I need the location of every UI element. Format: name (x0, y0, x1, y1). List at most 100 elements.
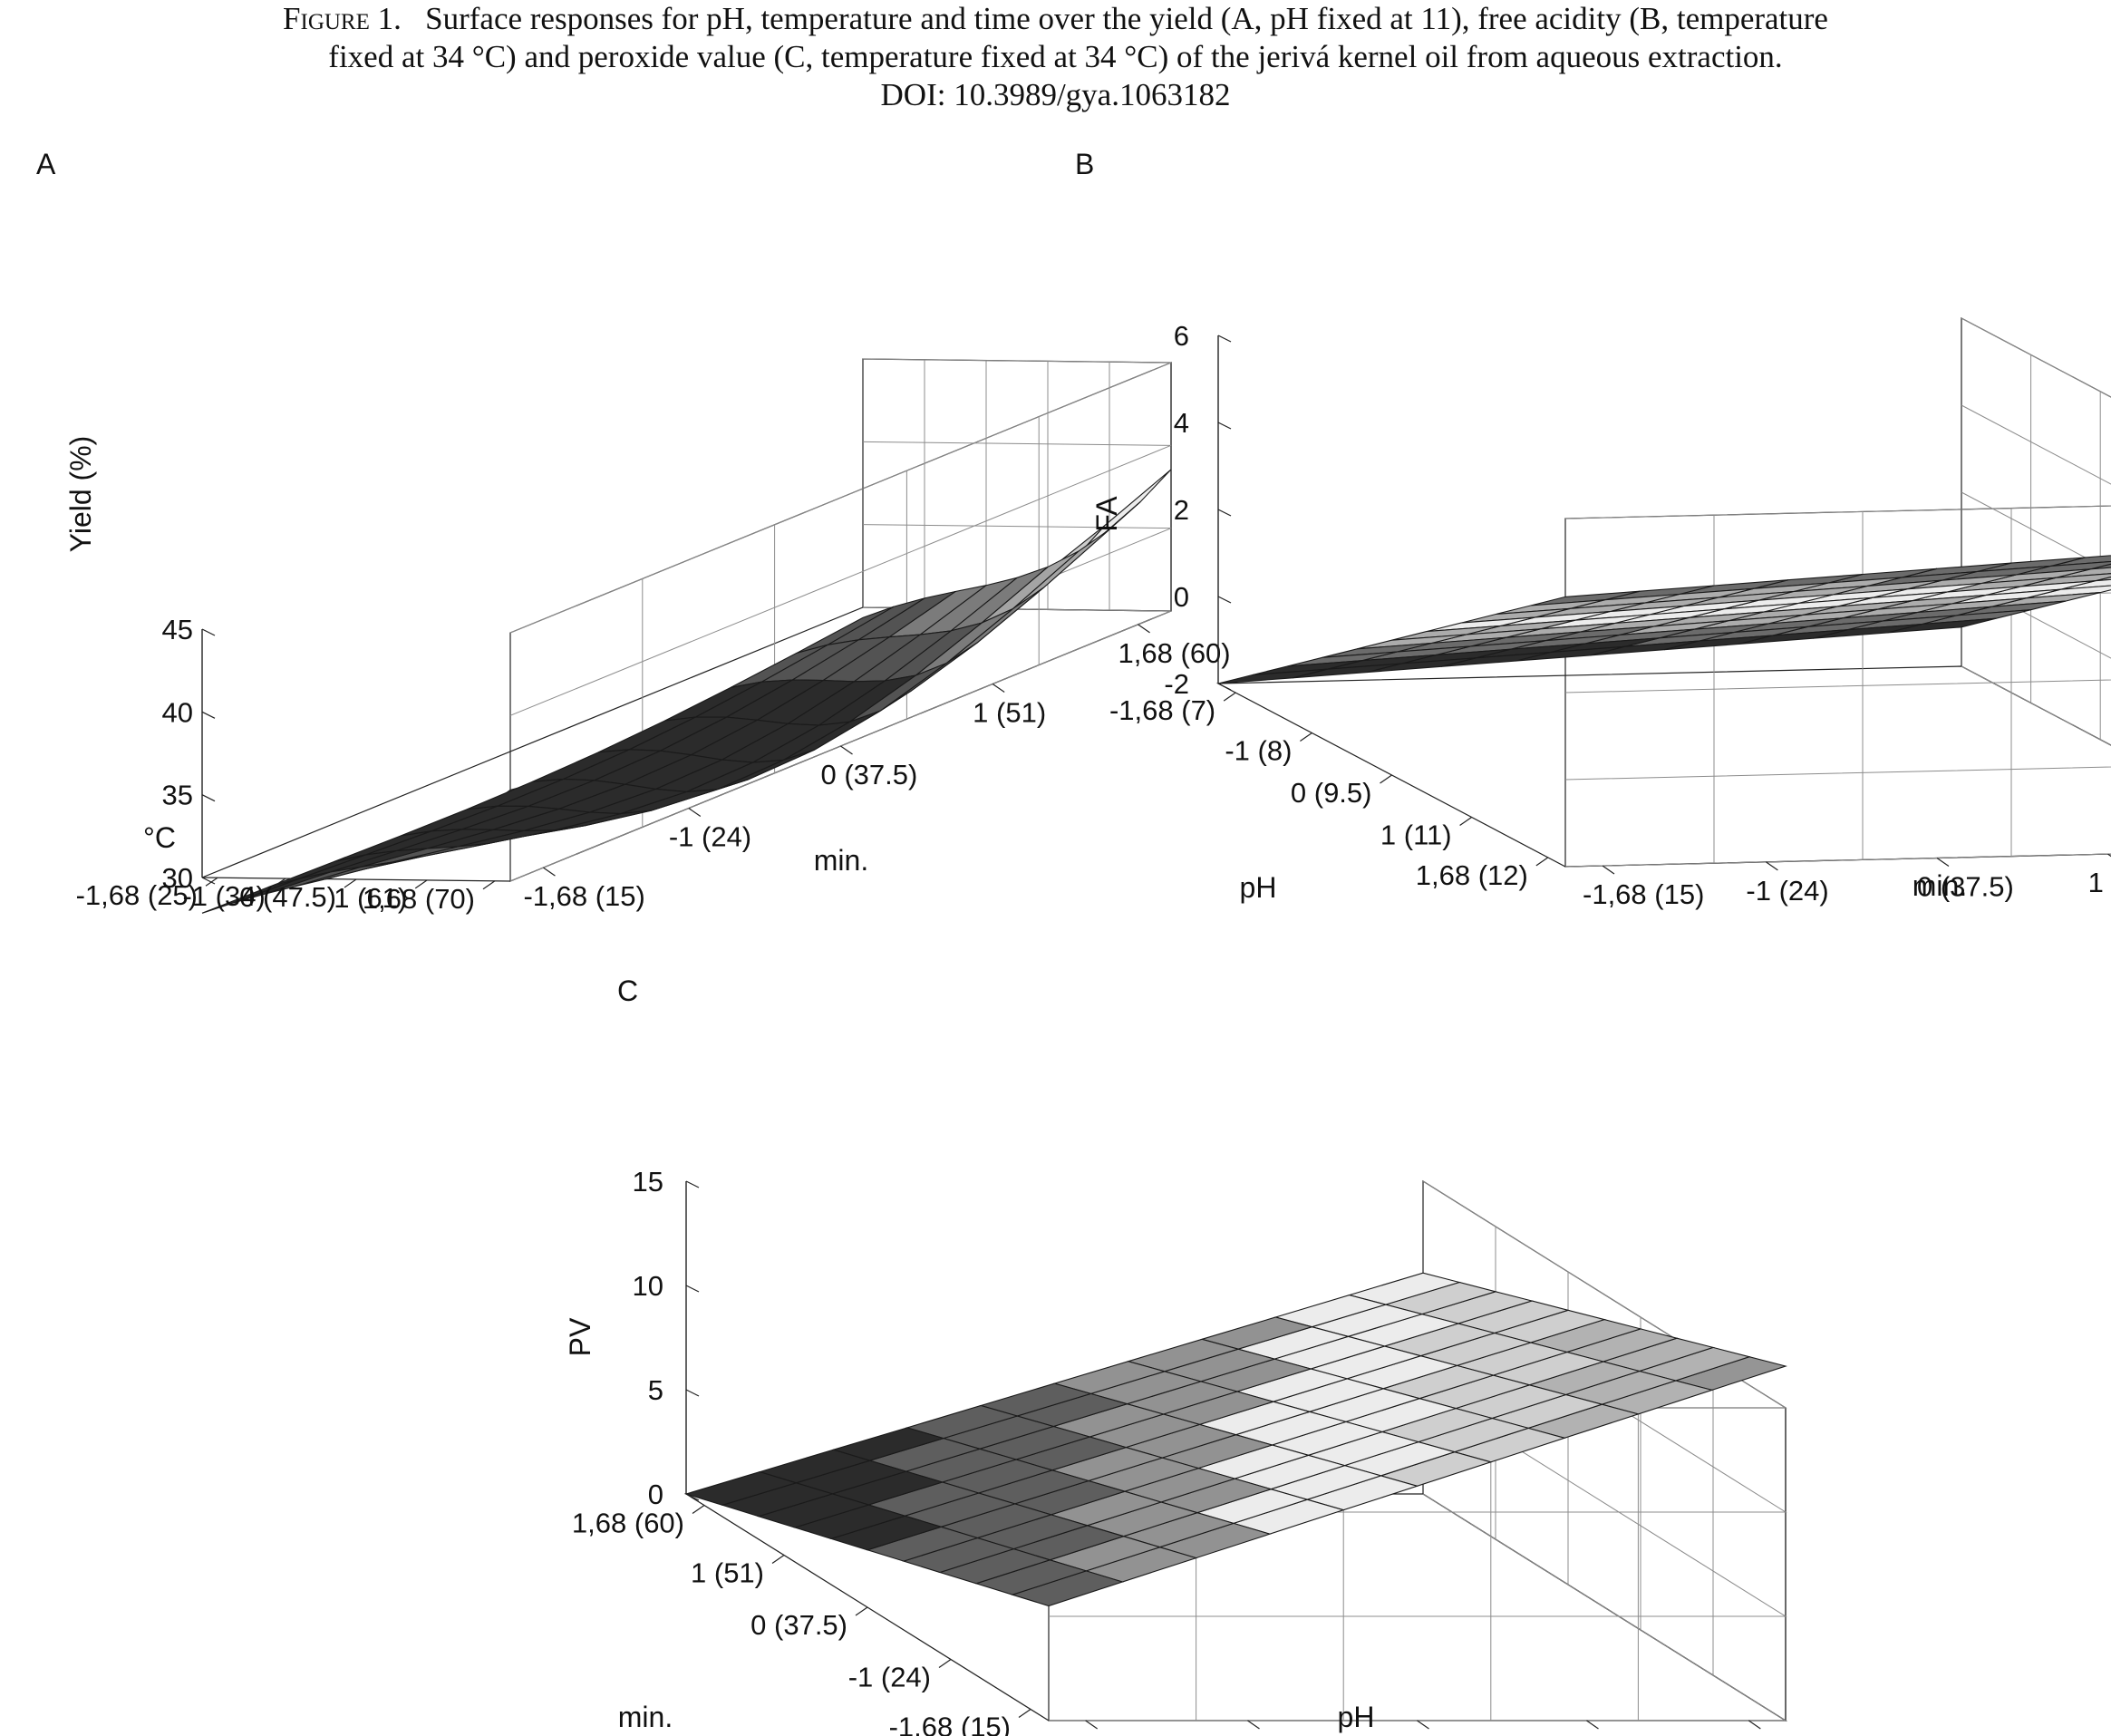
b-surface-cell (1217, 668, 1328, 684)
a-z-tick-label: 35 (162, 780, 193, 811)
b-z-tick-label: 4 (1174, 407, 1189, 439)
b-left-tick (1300, 732, 1312, 742)
c-right-tick (1085, 1720, 1098, 1730)
c-left-tick (771, 1555, 785, 1564)
figure-caption: Figure 1. Surface responses for pH, temp… (0, 0, 2111, 114)
b-right-back-wall (1961, 317, 2111, 746)
c-left-tick-label: 1,68 (60) (572, 1508, 684, 1539)
c-surface-cell (684, 1471, 799, 1506)
panel-b-label: B (1075, 148, 1094, 180)
panel-a-label: A (36, 148, 56, 180)
b-right-tick-label: 0 (37.5) (1917, 871, 2014, 903)
b-z-grid-line (1564, 578, 2111, 781)
c-left-tick (692, 1505, 705, 1514)
caption-text-1: Surface responses for pH, temperature an… (425, 1, 1828, 36)
b-z-tick-label: -2 (1164, 668, 1189, 700)
a-left-tick-label: -1 (34) (182, 880, 265, 912)
a-right-back-wall (862, 358, 1172, 612)
c-z-tick-label: 15 (633, 1166, 663, 1198)
b-surface (1217, 555, 2111, 684)
b-left-tick (1223, 692, 1236, 702)
c-right-tick (1247, 1720, 1260, 1730)
c-z-tick (685, 1180, 700, 1188)
a-surface-cell (201, 878, 300, 914)
a-left-tick (414, 879, 428, 889)
c-right-axis-label: pH (1338, 1701, 1375, 1733)
c-right-tick (1417, 1720, 1429, 1730)
b-left-tick-label: 1 (11) (1380, 819, 1452, 850)
c-left-tick-label: -1 (24) (848, 1662, 931, 1693)
b-right-axis-label: min. (1912, 869, 1967, 902)
a-right-tick (688, 808, 702, 818)
a-left-tick (344, 878, 357, 888)
a-left-tick-label: 1 (61) (334, 882, 407, 914)
b-z-grid-line (1564, 665, 2111, 868)
b-left-axis-label: pH (1240, 871, 1277, 904)
b-left-tick-label: -1,68 (7) (1109, 694, 1215, 726)
b-z-grid-line (1564, 317, 2111, 519)
c-left-tick-label: 1 (51) (691, 1557, 764, 1589)
a-z-tick-label: 30 (162, 862, 193, 894)
c-z-tick-label: 5 (648, 1374, 663, 1406)
c-left-tick-label: -1,68 (15) (889, 1712, 1011, 1736)
figure-label: Figure 1. (283, 1, 402, 36)
a-surface (201, 469, 1172, 914)
c-z-grid-line (1049, 1493, 1787, 1721)
b-z-grid-line (1564, 491, 2111, 693)
a-left-tick-label: 0 (47.5) (239, 881, 336, 913)
caption-line-3: DOI: 10.3989/gya.1063182 (880, 77, 1231, 112)
a-z-tick-label: 45 (162, 614, 193, 645)
c-surface (684, 1272, 1787, 1607)
b-z-tick (1217, 335, 1232, 343)
panel-c-label: C (617, 975, 638, 1007)
a-left-tick (205, 877, 218, 887)
b-left-tick (1380, 774, 1392, 784)
a-z-tick (201, 628, 216, 636)
b-right-tick-label: 1 (51) (2088, 867, 2111, 898)
a-right-tick (1138, 624, 1150, 634)
a-right-tick-label: -1,68 (15) (523, 880, 644, 912)
b-z-tick (1217, 509, 1232, 517)
c-right-tick-label: -1,68 (7) (1066, 1733, 1172, 1736)
c-z-tick-label: 10 (633, 1270, 663, 1302)
b-z-tick (1217, 596, 1232, 604)
a-z-axis-label: Yield (%) (64, 436, 97, 553)
a-left-tick (273, 878, 286, 887)
b-z-axis-label: FA (1090, 496, 1123, 532)
b-left-tick (1535, 857, 1549, 867)
c-right-tick-label: -1 (8) (1228, 1733, 1295, 1736)
b-left-back-wall (1564, 505, 2111, 868)
b-floor (1215, 665, 2111, 868)
a-right-tick (543, 867, 556, 877)
c-z-axis-label: PV (564, 1317, 596, 1356)
c-right-tick (1586, 1720, 1599, 1730)
b-left-tick (1459, 816, 1472, 826)
c-z-tick (685, 1389, 700, 1397)
a-z-tick-label: 40 (162, 696, 193, 728)
a-right-tick-label: 1,68 (60) (1118, 637, 1231, 669)
b-right-tick (1766, 861, 1778, 871)
a-right-tick-label: -1 (24) (669, 821, 751, 853)
a-z-tick (201, 711, 216, 719)
b-left-tick-label: 0 (9.5) (1291, 777, 1372, 809)
b-z-tick-label: 0 (1174, 581, 1189, 613)
a-right-tick-label: 1 (51) (973, 696, 1046, 728)
c-right-tick-label: 0 (9.5) (1398, 1733, 1479, 1736)
c-z-grid-line (1049, 1389, 1787, 1617)
a-z-grid-line (509, 441, 1172, 716)
a-surface-cell (1012, 529, 1110, 610)
b-left-tick-label: -1 (8) (1225, 735, 1292, 767)
b-z-tick-label: 2 (1174, 494, 1189, 526)
b-z-tick-label: 6 (1174, 320, 1189, 352)
a-left-tick-label: 1,68 (70) (363, 883, 475, 915)
a-z-tick (201, 794, 216, 802)
c-left-tick (1018, 1709, 1031, 1718)
c-left-tick-label: 0 (37.5) (750, 1609, 847, 1641)
b-right-tick (2107, 853, 2111, 858)
a-right-tick (992, 683, 1005, 693)
a-right-axis-label: min. (814, 844, 868, 877)
a-left-axis-label: °C (143, 821, 176, 854)
caption-line-2: fixed at 34 °C) and peroxide value (C, t… (328, 39, 1783, 74)
